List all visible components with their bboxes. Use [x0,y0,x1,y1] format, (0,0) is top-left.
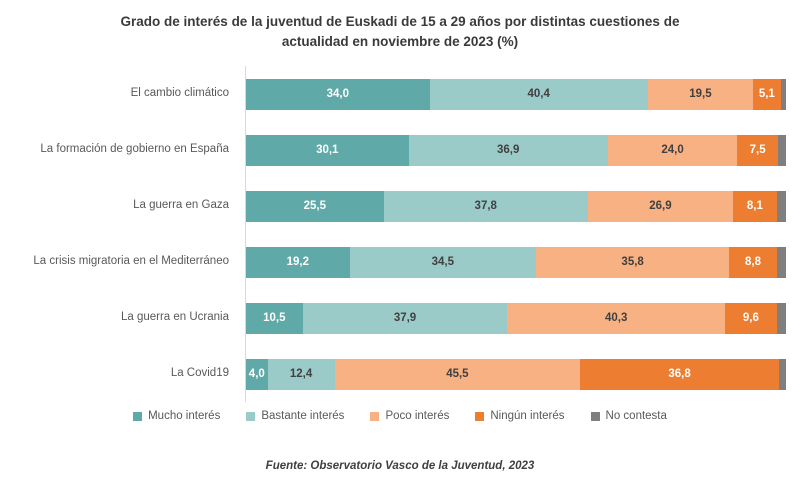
bar-segment: 26,9 [587,190,734,222]
bar-segment: 5,1 [753,78,781,110]
bar-segment: 35,8 [535,246,730,278]
bar-value-label: 9,6 [742,312,759,324]
bar-segment: 34,5 [349,246,536,278]
bar-segment: 40,4 [429,78,648,110]
category-label: La guerra en Ucrania [120,311,229,324]
bar-segment: 24,0 [607,134,738,166]
legend-label: Mucho interés [148,410,221,422]
bar-segment: 36,8 [580,358,779,390]
legend-swatch-icon [133,411,143,421]
bar-segment: 10,5 [246,302,303,334]
bar-value-label: 30,1 [316,144,339,156]
bar-segment: 12,4 [267,358,335,390]
bar-segment: 40,3 [507,302,725,334]
source-note: Fuente: Observatorio Vasco de la Juventu… [265,460,535,472]
table-row: La guerra en Gaza 25,5 37,8 26,9 8,1 [0,178,800,234]
bar-segment: 25,5 [246,190,384,222]
category-label: La formación de gobierno en España [40,143,229,156]
bar-value-label: 12,4 [289,368,313,380]
bar-value-label: 8,8 [745,256,762,268]
bar-value-label: 35,8 [621,256,644,268]
bar-segment: 8,8 [729,246,777,278]
bar-segment: 4,0 [246,358,268,390]
bar-value-label: 25,5 [303,200,327,212]
stacked-bar: 30,1 36,9 24,0 7,5 [246,134,786,166]
bar-value-label: 7,5 [749,144,766,156]
bar-value-label: 40,4 [527,88,550,100]
category-label: La crisis migratoria en el Mediterráneo [33,255,229,268]
stacked-bar: 4,0 12,4 45,5 36,8 [246,358,786,390]
stacked-bar: 19,2 34,5 35,8 8,8 [246,246,786,278]
bar-value-label: 40,3 [604,312,628,324]
table-row: La guerra en Ucrania 10,5 37,9 40,3 9,6 [0,290,800,346]
category-label: La Covid19 [170,367,229,380]
bar-value-label: 37,9 [393,312,417,324]
legend-swatch-icon [475,411,485,421]
bar-value-label: 36,8 [668,368,691,380]
table-row: La Covid19 4,0 12,4 45,5 36,8 [0,346,800,402]
bar-segment: 36,9 [408,134,608,166]
bar-value-label: 24,0 [661,144,684,156]
bar-segment: 34,0 [246,78,430,110]
bar-segment: 37,9 [302,302,508,334]
legend-swatch-icon [370,411,380,421]
bar-value-label: 37,8 [474,200,497,212]
category-label: La guerra en Gaza [133,199,229,212]
legend-item[interactable]: No contesta [590,410,667,422]
category-label: El cambio climático [130,87,229,100]
table-row: La formación de gobierno en España 30,1 36… [0,122,800,178]
legend-swatch-icon [246,411,256,421]
category-axis-line [245,66,246,402]
bar-rows: El cambio climático 34,0 40,4 19,5 5,1 La for… [0,66,800,402]
bar-segment: 9,6 [724,302,777,334]
legend-label: Bastante interés [261,410,345,422]
bar-value-label: 4,0 [248,368,265,380]
chart-title-line-2: actualidad en noviembre de 2023 (%) [281,33,519,49]
chart-title: Grado de interés de la juventud de Euska… [70,12,730,51]
bar-value-label: 34,5 [431,256,455,268]
legend-item[interactable]: Bastante interés [246,410,344,422]
bar-value-label: 26,9 [649,200,672,212]
bar-segment: 19,2 [246,246,350,278]
stacked-bar: 25,5 37,8 26,9 8,1 [246,190,786,222]
legend-label: No contesta [605,410,667,422]
bar-segment [778,358,786,390]
legend-item[interactable]: Poco interés [370,410,449,422]
bar-value-label: 45,5 [446,368,469,380]
bar-value-label: 36,9 [496,144,520,156]
stacked-bar: 34,0 40,4 19,5 5,1 [246,78,786,110]
table-row: El cambio climático 34,0 40,4 19,5 5,1 [0,66,800,122]
legend-item[interactable]: Mucho interés [133,410,220,422]
bar-value-label: 8,1 [746,200,763,212]
legend-swatch-icon [590,411,600,421]
bar-segment [776,246,786,278]
legend-label: Ningún interés [490,410,565,422]
bar-segment: 7,5 [737,134,778,166]
legend-item[interactable]: Ningún interés [475,410,565,422]
bar-segment: 19,5 [647,78,754,110]
bar-value-label: 10,5 [263,312,286,324]
stacked-bar: 10,5 37,9 40,3 9,6 [246,302,786,334]
bar-segment [780,78,786,110]
plot-area: El cambio climático 34,0 40,4 19,5 5,1 La for… [0,66,800,402]
bar-value-label: 34,0 [326,88,349,100]
bar-value-label: 19,5 [689,88,712,100]
bar-segment [776,190,786,222]
bar-segment [777,134,786,166]
chart-legend: Mucho interés Bastante interés Poco interé… [0,410,800,422]
legend-label: Poco interés [385,410,450,422]
chart-title-line-1: Grado de interés de la juventud de Euska… [120,14,680,29]
bar-segment: 8,1 [733,190,777,222]
bar-segment: 45,5 [334,358,581,390]
bar-segment: 30,1 [246,134,409,166]
bar-value-label: 5,1 [758,88,775,100]
table-row: La crisis migratoria en el Mediterráneo 1… [0,234,800,290]
bar-segment [776,302,786,334]
bar-segment: 37,8 [383,190,588,222]
bar-value-label: 19,2 [286,256,310,268]
